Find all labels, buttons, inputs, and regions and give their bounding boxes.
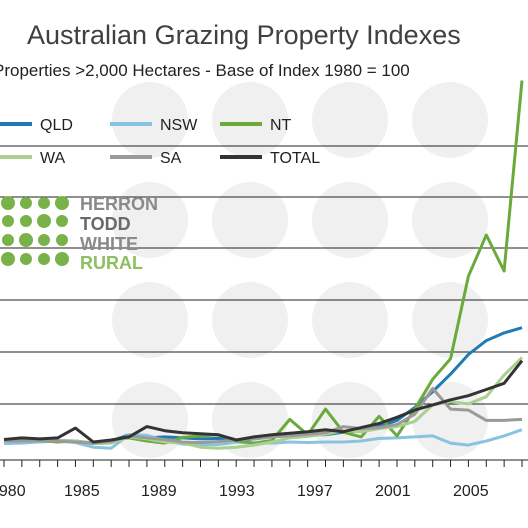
watermark-dot [212,82,288,158]
logo-dot [2,215,14,227]
legend-label-wa: WA [40,150,66,167]
watermark-dot [412,282,488,358]
watermark-dot [412,182,488,258]
x-tick-label: 1985 [64,483,100,500]
x-tick-label: 2005 [453,483,489,500]
legend-label-sa: SA [160,150,182,167]
logo-dot [37,214,51,228]
logo-dot [38,197,50,209]
watermark-pattern [112,82,488,458]
logo-dot [38,234,50,246]
watermark-dot [312,282,388,358]
x-tick-label: 1989 [141,483,177,500]
logo-dot [1,196,15,210]
logo-text-herron: HERRON [80,194,158,214]
watermark-dot [312,182,388,258]
watermark-dot [112,82,188,158]
watermark-dot [112,282,188,358]
x-axis: 19801985198919931997200120052009 [0,459,528,500]
watermark-dot [212,282,288,358]
series-line-total [3,359,524,444]
logo-text-todd: TODD [80,214,131,234]
logo-dot [56,215,68,227]
watermark-dot [112,182,188,258]
x-tick-label: 1980 [0,483,26,500]
legend-label-nsw: NSW [160,117,198,134]
x-tick-label: 1997 [297,483,333,500]
x-tick-label: 1993 [219,483,255,500]
legend-label-qld: QLD [40,117,73,134]
logo-dot [38,253,50,265]
logo-dot [55,252,69,266]
watermark-dot [212,182,288,258]
watermark-dot [312,82,388,158]
logo-dot [56,234,68,246]
logo-text-white: WHITE [80,234,138,254]
logo-dot [20,215,32,227]
logo-dot [55,196,69,210]
legend: QLD NSW NT WA SA TOTAL [0,117,320,167]
chart-subtitle: Properties >2,000 Hectares - Base of Ind… [0,61,410,80]
chart-title: Australian Grazing Property Indexes [27,20,461,50]
watermark-dot [412,82,488,158]
series-line-sa [4,387,523,445]
x-tick-label: 2001 [375,483,411,500]
series-lines [3,80,524,450]
herron-todd-white-logo: HERRON TODD WHITE RURAL [1,194,158,273]
logo-dot [19,233,33,247]
watermark-dot [112,382,188,458]
legend-label-nt: NT [270,117,292,134]
logo-dots-icon [1,196,69,266]
logo-dot [20,253,32,265]
logo-text-rural: RURAL [80,253,143,273]
logo-dot [20,197,32,209]
logo-dot [1,252,15,266]
legend-label-total: TOTAL [270,150,320,167]
watermark-dot [412,382,488,458]
logo-dot [2,234,14,246]
